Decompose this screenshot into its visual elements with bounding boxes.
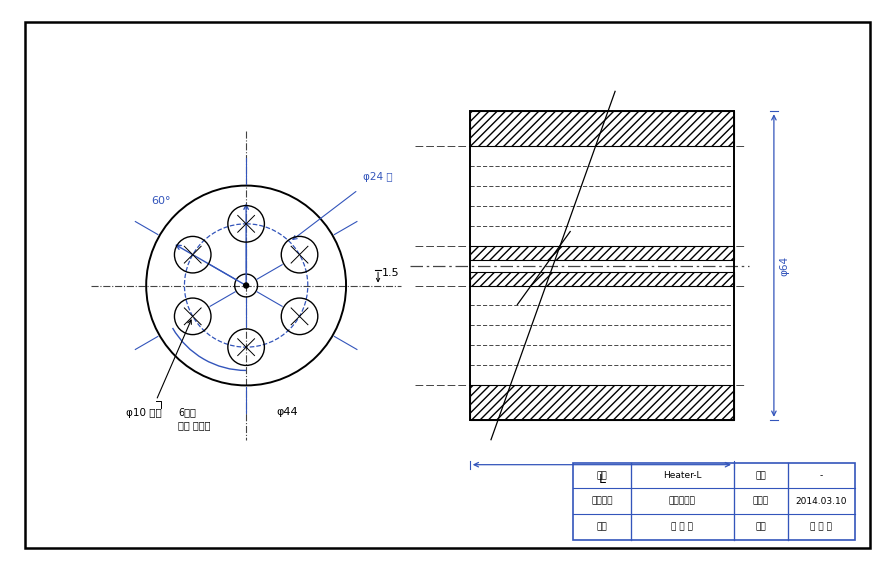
Bar	[469, 246, 733, 259]
Circle shape	[243, 283, 249, 288]
Text: 1.5: 1.5	[382, 267, 400, 278]
Text: φ64: φ64	[778, 255, 788, 276]
Bar	[572, 463, 854, 540]
Bar	[469, 385, 733, 420]
Text: 검도: 검도	[755, 522, 765, 531]
Text: 60°: 60°	[151, 195, 171, 206]
Text: -: -	[819, 471, 822, 480]
Text: 제도: 제도	[595, 522, 607, 531]
Text: φ10 리머: φ10 리머	[126, 408, 162, 417]
Text: 히터 삽입홈: 히터 삽입홈	[178, 420, 210, 431]
Text: 김 쳼 환: 김 쳼 환	[670, 522, 693, 531]
Bar	[469, 111, 733, 146]
Text: 6개소: 6개소	[178, 408, 196, 417]
Text: 도번: 도번	[755, 471, 765, 480]
Text: 김 봉 치: 김 봉 치	[809, 522, 831, 531]
Text: 2014.03.10: 2014.03.10	[795, 497, 846, 505]
Text: 도명: 도명	[595, 471, 607, 480]
Text: φ24 등: φ24 등	[363, 172, 392, 182]
Bar	[469, 111, 733, 420]
Text: 설계일: 설계일	[752, 497, 768, 505]
Text: 설계기관: 설계기관	[590, 497, 612, 505]
Bar	[469, 272, 733, 286]
Text: 대구대학교: 대구대학교	[668, 497, 696, 505]
Text: Heater-L: Heater-L	[662, 471, 701, 480]
Text: φ44: φ44	[275, 408, 298, 417]
Text: L: L	[598, 473, 604, 486]
